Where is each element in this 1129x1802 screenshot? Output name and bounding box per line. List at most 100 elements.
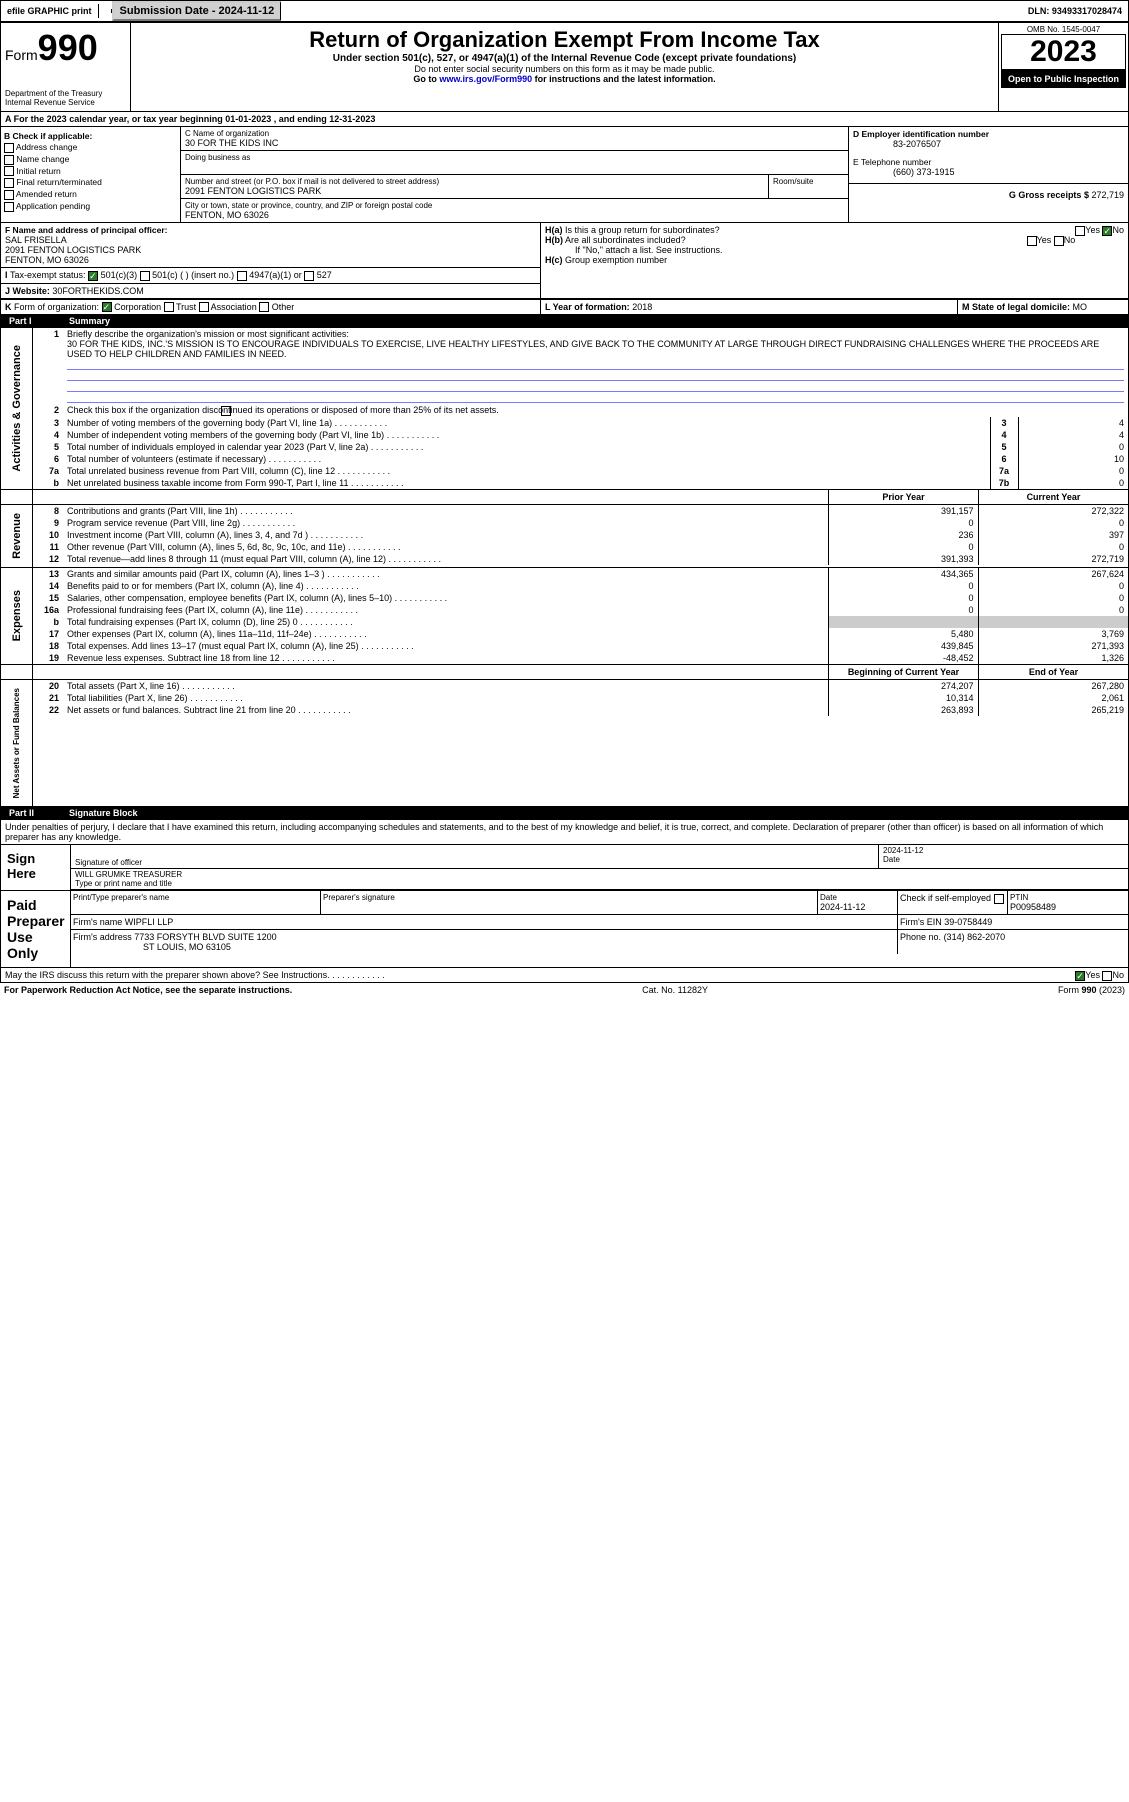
spacer — [281, 9, 1022, 13]
amended-check[interactable] — [4, 190, 14, 200]
summary-row: 13Grants and similar amounts paid (Part … — [33, 568, 1128, 580]
form-header: Form990 Department of the Treasury Inter… — [1, 23, 1128, 111]
527-check[interactable] — [304, 271, 314, 281]
summary-row: 14Benefits paid to or for members (Part … — [33, 580, 1128, 592]
q2: Check this box if the organization disco… — [67, 405, 499, 415]
form-990: Form990 Department of the Treasury Inter… — [0, 22, 1129, 983]
org-addr: 2091 FENTON LOGISTICS PARK — [185, 186, 764, 196]
initial-return-check[interactable] — [4, 166, 14, 176]
firm-addr: 7733 FORSYTH BLVD SUITE 1200 — [134, 932, 276, 942]
expense-rows: 13Grants and similar amounts paid (Part … — [33, 568, 1128, 664]
sub2: Do not enter social security numbers on … — [135, 64, 994, 74]
hb-no[interactable] — [1054, 236, 1064, 246]
room-label: Room/suite — [768, 175, 848, 198]
summary-row: 6Total number of volunteers (estimate if… — [33, 453, 1128, 465]
q1: Briefly describe the organization's miss… — [67, 329, 349, 339]
section-b: B Check if applicable: Address change Na… — [1, 127, 181, 222]
c-label: C Name of organization — [185, 129, 844, 138]
state-domicile: MO — [1073, 302, 1088, 312]
omb: OMB No. 1545-0047 — [1001, 25, 1126, 34]
expenses-section: Expenses 13Grants and similar amounts pa… — [1, 567, 1128, 664]
summary-row: 15Salaries, other compensation, employee… — [33, 592, 1128, 604]
dept-label: Department of the Treasury — [5, 89, 126, 98]
footer-left: For Paperwork Reduction Act Notice, see … — [4, 985, 292, 995]
website-url: 30FORTHEKIDS.COM — [52, 286, 143, 296]
cat-no: Cat. No. 11282Y — [642, 985, 708, 995]
part2-header: Part IISignature Block — [1, 806, 1128, 820]
mission-text: 30 FOR THE KIDS, INC.'S MISSION IS TO EN… — [67, 339, 1099, 359]
summary-row: bNet unrelated business taxable income f… — [33, 477, 1128, 489]
self-emp-check[interactable] — [994, 894, 1004, 904]
b-label: B Check if applicable: — [4, 131, 177, 141]
irs-label: Internal Revenue Service — [5, 98, 126, 107]
paid-preparer-block: Paid Preparer Use Only Print/Type prepar… — [1, 890, 1128, 967]
org-name: 30 FOR THE KIDS INC — [185, 138, 844, 148]
corp-check[interactable] — [102, 302, 112, 312]
discuss-no[interactable] — [1102, 971, 1112, 981]
revenue-section: Revenue 8Contributions and grants (Part … — [1, 504, 1128, 567]
name-change-check[interactable] — [4, 155, 14, 165]
addr-change-check[interactable] — [4, 143, 14, 153]
trust-check[interactable] — [164, 302, 174, 312]
header-left: Form990 Department of the Treasury Inter… — [1, 23, 131, 111]
summary-row: 19Revenue less expenses. Subtract line 1… — [33, 652, 1128, 664]
line-a: A For the 2023 calendar year, or tax yea… — [1, 111, 1128, 126]
final-return-check[interactable] — [4, 178, 14, 188]
officer-block: F Name and address of principal officer:… — [1, 222, 1128, 267]
sub1: Under section 501(c), 527, or 4947(a)(1)… — [135, 53, 994, 64]
submission-date: Submission Date - 2024-11-12 — [112, 1, 282, 21]
year-formation: 2018 — [632, 302, 652, 312]
sub3: Go to www.irs.gov/Form990 for instructio… — [135, 74, 994, 84]
e-label: E Telephone number — [853, 157, 1124, 167]
discuss-row: May the IRS discuss this return with the… — [1, 967, 1128, 982]
efile-label: efile GRAPHIC print — [1, 4, 99, 18]
501c3-check[interactable] — [88, 271, 98, 281]
netassets-section: Net Assets or Fund Balances 20Total asse… — [1, 679, 1128, 806]
other-check[interactable] — [259, 302, 269, 312]
summary-row: 17Other expenses (Part IX, column (A), l… — [33, 628, 1128, 640]
501c-check[interactable] — [140, 271, 150, 281]
summary-row: 10Investment income (Part VIII, column (… — [33, 529, 1128, 541]
prep-date: 2024-11-12 — [820, 902, 895, 912]
netassets-header: Beginning of Current Year End of Year — [1, 664, 1128, 679]
header-right: OMB No. 1545-0047 2023 Open to Public In… — [998, 23, 1128, 111]
section-c: C Name of organization 30 FOR THE KIDS I… — [181, 127, 848, 222]
app-pending-check[interactable] — [4, 202, 14, 212]
dba-label: Doing business as — [185, 153, 844, 162]
hb-yes[interactable] — [1027, 236, 1037, 246]
summary-row: 12Total revenue—add lines 8 through 11 (… — [33, 553, 1128, 565]
ein: 83-2076507 — [853, 139, 1124, 149]
ha-yes[interactable] — [1075, 226, 1085, 236]
summary-row: 11Other revenue (Part VIII, column (A), … — [33, 541, 1128, 553]
paid-prep-label: Paid Preparer Use Only — [1, 891, 71, 967]
firm-ein: 39-0758449 — [944, 917, 992, 927]
current-year-label: Current Year — [978, 490, 1128, 504]
summary-row: 16aProfessional fundraising fees (Part I… — [33, 604, 1128, 616]
header-cols: Prior Year Current Year — [1, 489, 1128, 504]
summary-row: 4Number of independent voting members of… — [33, 429, 1128, 441]
summary-row: 18Total expenses. Add lines 13–17 (must … — [33, 640, 1128, 652]
governance-table: 1 Briefly describe the organization's mi… — [33, 328, 1128, 417]
instructions-link[interactable]: www.irs.gov/Form990 — [439, 74, 532, 84]
q2-check[interactable] — [221, 406, 231, 416]
discuss-yes[interactable] — [1075, 971, 1085, 981]
phone: (660) 373-1915 — [853, 167, 1124, 177]
website-row: J Website: 30FORTHEKIDS.COM — [1, 283, 1128, 298]
footer: For Paperwork Reduction Act Notice, see … — [0, 983, 1129, 997]
end-year-label: End of Year — [978, 665, 1128, 679]
print-btn-wrap: efile GRAPHIC print — [99, 9, 112, 13]
dln: DLN: 93493317028474 — [1022, 4, 1128, 18]
4947-check[interactable] — [237, 271, 247, 281]
firm-name: WIPFLI LLP — [125, 917, 174, 927]
vlabel-governance: Activities & Governance — [1, 328, 33, 489]
h-note: If "No," attach a list. See instructions… — [545, 245, 1124, 255]
officer-sig-name: WILL GRUMKE TREASURER — [75, 870, 1124, 879]
summary-row: 5Total number of individuals employed in… — [33, 441, 1128, 453]
ha-no[interactable] — [1102, 226, 1112, 236]
city-label: City or town, state or province, country… — [185, 201, 844, 210]
open-public: Open to Public Inspection — [1001, 70, 1126, 88]
part1-header: Part ISummary — [1, 314, 1128, 328]
section-h: H(a) Is this a group return for subordin… — [541, 223, 1128, 267]
sign-date: 2024-11-12 — [883, 846, 1124, 855]
assoc-check[interactable] — [199, 302, 209, 312]
